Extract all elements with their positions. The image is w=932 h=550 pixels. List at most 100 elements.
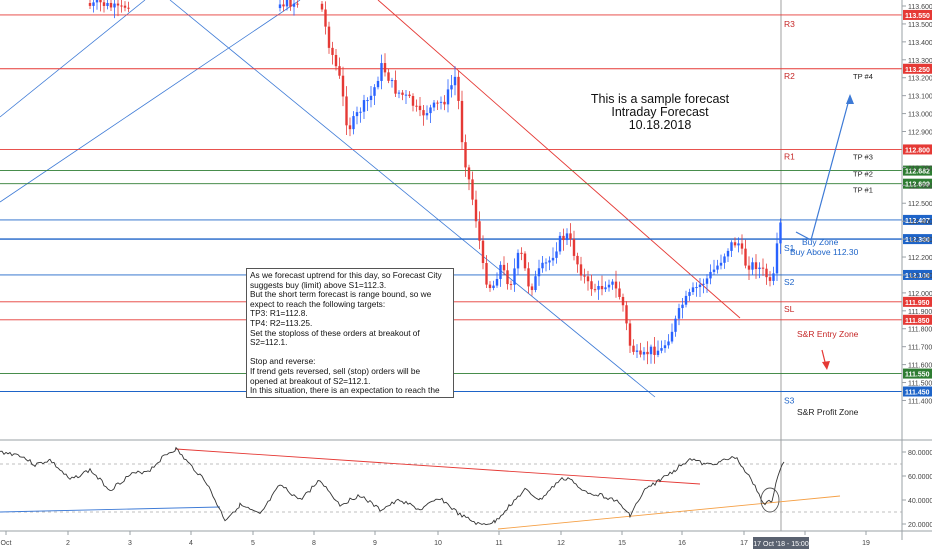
candle-body xyxy=(345,96,348,126)
candle-body xyxy=(471,179,474,200)
y-tick-label: 113.500 xyxy=(908,22,932,29)
title-line-2: Intraday Forecast xyxy=(611,105,709,119)
candle-body xyxy=(698,284,702,288)
candle-body xyxy=(565,233,569,241)
price-level-label: 113.250 xyxy=(905,67,930,74)
candle-body xyxy=(492,285,495,289)
candle-body xyxy=(593,289,597,291)
oscillator-panel: 80.0000 60.0000 40.0000 20.0000 xyxy=(0,439,932,530)
price-level-tag xyxy=(903,165,932,176)
candle-body xyxy=(415,105,418,107)
candle-body xyxy=(677,308,681,319)
price-level-label: 112.800 xyxy=(905,147,930,154)
candle-body xyxy=(513,268,516,285)
trendlines-layer xyxy=(0,0,741,398)
candle-body xyxy=(726,250,730,257)
candle-body xyxy=(779,222,782,244)
candle-body xyxy=(376,80,380,88)
x-tick-label: 9 xyxy=(373,540,377,547)
candle-body xyxy=(653,346,656,355)
candle-body xyxy=(404,94,408,96)
x-tick-label: 8 xyxy=(312,540,316,547)
candle-body xyxy=(579,264,583,276)
candle-body xyxy=(457,76,460,101)
target-tp1: TP #1 xyxy=(853,186,873,195)
y-tick-label: 111.600 xyxy=(908,363,932,370)
candle-body xyxy=(394,80,397,94)
buy-above-label: Buy Above 112.30 xyxy=(790,247,859,257)
osc-trend-red xyxy=(175,448,701,485)
candle-body xyxy=(334,54,338,67)
x-tick-label: 3 xyxy=(128,540,132,547)
price-level-label: 111.450 xyxy=(905,390,930,397)
x-tick-label: 16 xyxy=(678,540,686,547)
candle-body xyxy=(551,257,555,261)
y-tick-label: 111.700 xyxy=(908,345,932,352)
candle-body xyxy=(618,288,621,297)
candle-body xyxy=(660,348,663,351)
candle-body xyxy=(583,275,586,277)
candle-body xyxy=(289,0,292,7)
candle-body xyxy=(597,285,600,290)
candle-body xyxy=(436,102,439,104)
target-tp2: TP #2 xyxy=(853,170,873,179)
candle-body xyxy=(446,89,450,105)
forecast-title: This is a sample forecast Intraday Forec… xyxy=(560,93,760,132)
candle-body xyxy=(331,47,334,55)
price-level-tag xyxy=(903,178,932,189)
candle-body xyxy=(663,345,667,349)
sr-entry-label: S&R Entry Zone xyxy=(797,329,859,339)
candle-body xyxy=(614,281,618,289)
candle-body xyxy=(520,252,523,254)
candle-body xyxy=(611,281,614,285)
up-arrow-path xyxy=(795,95,851,241)
forecast-note: As we forecast uptrend for this day, so … xyxy=(246,268,454,398)
x-tick-label: Oct xyxy=(1,540,12,547)
candle-body xyxy=(327,26,331,48)
time-highlight-bg xyxy=(753,537,809,549)
candle-body xyxy=(775,243,779,274)
candles-layer xyxy=(88,0,782,365)
candle-body xyxy=(705,278,709,284)
candle-body xyxy=(523,253,527,269)
candle-body xyxy=(443,101,446,105)
candle-body xyxy=(723,256,726,263)
candle-body xyxy=(639,350,642,355)
candle-body xyxy=(408,94,411,97)
candle-body xyxy=(642,351,646,355)
candle-body xyxy=(572,239,576,256)
price-level-label: 113.550 xyxy=(905,13,930,20)
osc-tick-label: 80.0000 xyxy=(908,450,932,457)
candle-body xyxy=(481,240,485,264)
candle-body xyxy=(123,5,127,8)
candle-body xyxy=(625,305,628,324)
price-level-tag xyxy=(903,296,932,307)
up-arrow-head xyxy=(846,94,854,104)
price-level-label: 111.850 xyxy=(905,318,930,325)
candle-body xyxy=(558,235,562,252)
osc-tick-label: 20.0000 xyxy=(908,522,932,529)
candle-body xyxy=(621,296,625,306)
osc-trend-orange xyxy=(497,495,841,530)
candle-body xyxy=(366,100,369,102)
candle-body xyxy=(432,102,436,108)
candle-body xyxy=(747,265,751,270)
candle-body xyxy=(761,267,765,269)
candle-body xyxy=(109,2,113,8)
candle-body xyxy=(418,105,422,111)
candle-body xyxy=(649,346,653,355)
candle-body xyxy=(411,96,415,106)
candle-body xyxy=(355,112,359,117)
candle-body xyxy=(453,76,457,86)
trendline-blue-left xyxy=(0,0,146,118)
level-sl: SL xyxy=(784,304,795,314)
level-s1: S1 xyxy=(784,243,795,253)
candle-body xyxy=(534,276,537,291)
buy-zone-label: Buy Zone xyxy=(802,237,839,247)
x-tick-label: 17 xyxy=(740,540,748,547)
candle-body xyxy=(450,85,453,90)
candle-body xyxy=(691,287,695,293)
candle-body xyxy=(733,242,737,246)
candle-body xyxy=(292,3,296,7)
y-tick-label: 112.400 xyxy=(908,219,932,226)
